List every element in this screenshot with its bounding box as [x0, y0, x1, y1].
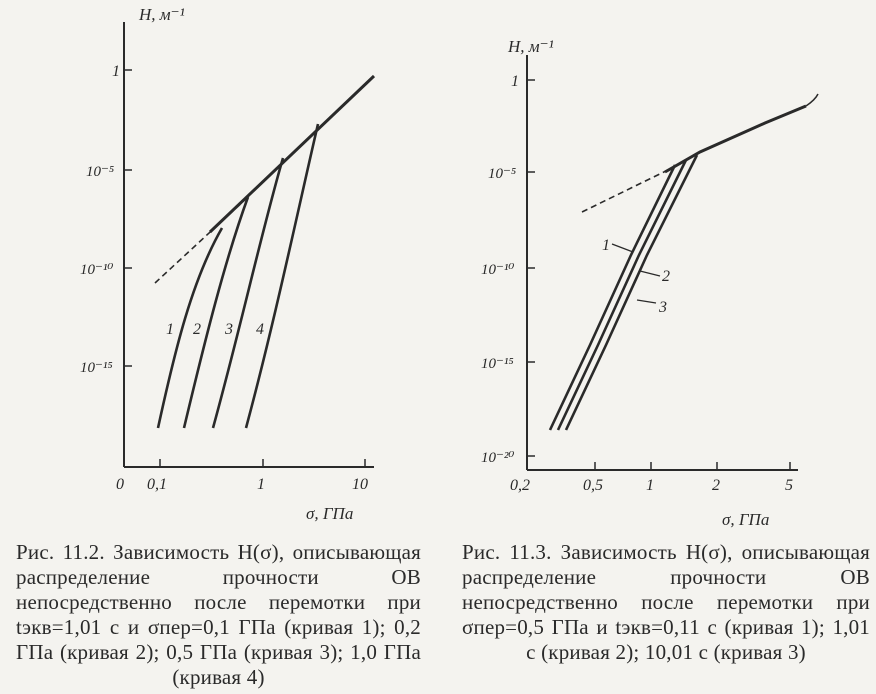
fig1-x-tick-label: 0,1 [147, 476, 167, 493]
fig2-envelope-solid [664, 104, 807, 174]
fig1-y-axis-label: H, м⁻¹ [138, 5, 185, 24]
fig2-y-tick-label: 10⁻⁵ [488, 166, 516, 182]
fig2-x-tick-label: 1 [646, 477, 654, 494]
fig1-curve-3 [211, 157, 285, 429]
fig2-curve-3 [564, 154, 699, 431]
fig2-leader-2 [639, 270, 661, 277]
fig1-curve-label-3: 3 [224, 321, 233, 338]
fig2-y-tick-label: 1 [511, 73, 519, 90]
fig1-curve-label-4: 4 [256, 321, 264, 338]
fig2-x-tick-label: 2 [712, 477, 720, 494]
figure-11-2 [123, 22, 376, 468]
figure-11-3 [526, 55, 819, 471]
fig2-x-axis-label: σ, ГПа [722, 510, 769, 529]
fig2-envelope-dashed [581, 167, 673, 213]
fig2-curve-label-3: 3 [658, 299, 667, 316]
fig1-curve-2 [182, 196, 250, 429]
fig2-curve-1 [548, 164, 677, 431]
fig1-y-tick-label: 10⁻¹⁰ [80, 262, 113, 278]
figure-11-2-caption: Рис. 11.2. Зависимость H(σ), описывающая… [16, 540, 421, 689]
fig1-x-axis-label: σ, ГПа [306, 504, 353, 523]
fig1-y-tick-label: 10⁻¹⁵ [80, 360, 113, 376]
fig1-x-tick-label: 10 [352, 476, 368, 493]
fig1-curve-label-2: 2 [193, 321, 201, 338]
fig2-y-tick-label: 10⁻¹⁵ [481, 356, 514, 372]
fig1-curve-1 [156, 227, 224, 429]
fig1-curve-label-1: 1 [166, 321, 174, 338]
fig1-envelope-solid [208, 74, 376, 234]
fig2-envelope-tail [805, 93, 819, 107]
fig1-y-tick-label: 10⁻⁵ [86, 164, 114, 180]
fig2-leader-3 [636, 299, 657, 304]
fig2-x-tick-label: 5 [785, 477, 793, 494]
fig1-x-tick-label: 1 [257, 476, 265, 493]
figure-11-3-caption: Рис. 11.3. Зависимость H(σ), описывающая… [462, 540, 870, 664]
fig2-y-tick-label: 10⁻²⁰ [481, 450, 514, 466]
fig1-curve-4 [244, 123, 320, 429]
fig2-leader-1 [611, 243, 634, 253]
fig2-x-tick-label: 0,5 [583, 477, 603, 494]
fig2-y-tick-label: 10⁻¹⁰ [481, 262, 514, 278]
fig2-x-tick-label: 0,2 [510, 477, 530, 494]
fig1-x-tick-label: 0 [116, 476, 124, 493]
fig1-y-tick-label: 1 [112, 63, 120, 80]
fig2-curve-label-2: 2 [662, 268, 670, 285]
fig2-curve-label-1: 1 [602, 237, 610, 254]
fig2-curve-2 [556, 159, 688, 431]
fig2-y-axis-label: H, м⁻¹ [507, 37, 554, 56]
